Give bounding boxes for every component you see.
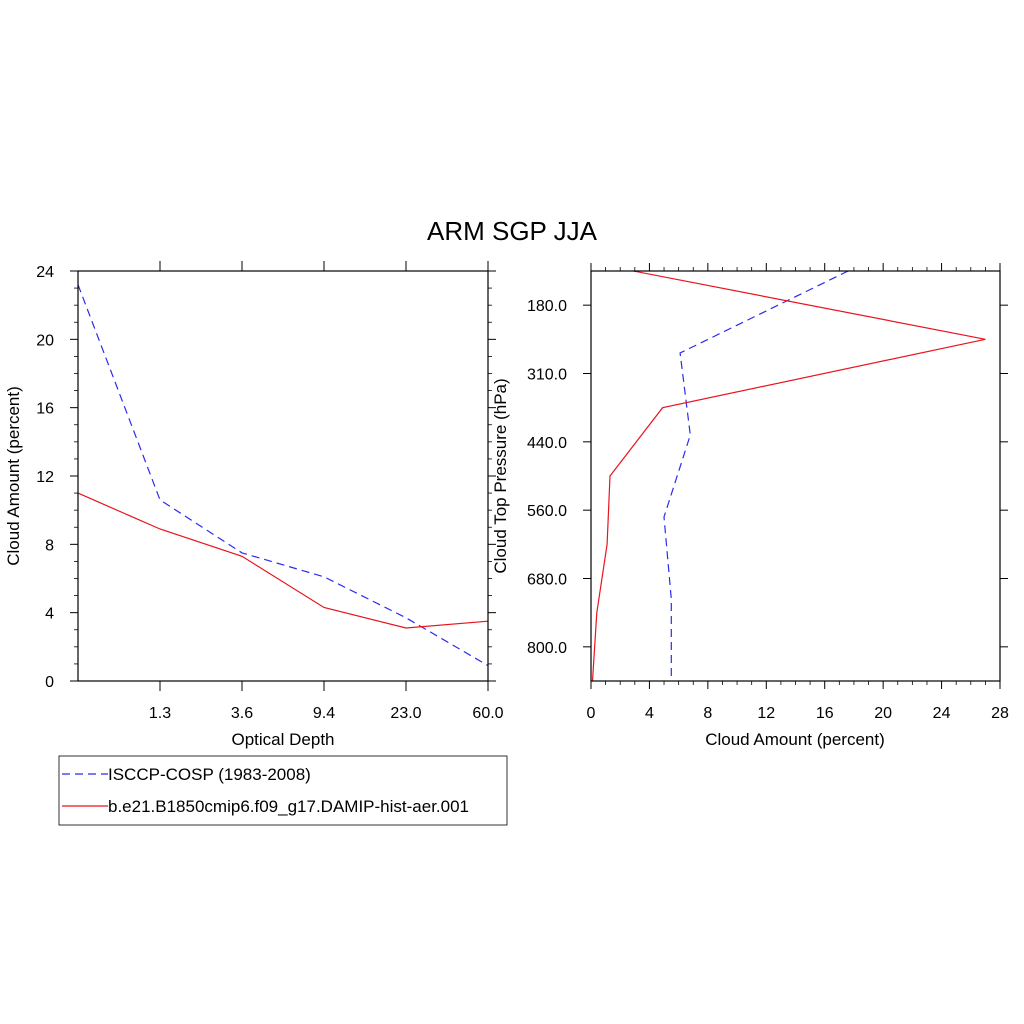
y-tick-label-180-0: 180.0	[527, 298, 567, 315]
chart-title: ARM SGP JJA	[427, 216, 598, 246]
cloud-amount-x-axis-label: Cloud Amount (percent)	[705, 730, 885, 749]
x-tick-label: 16	[816, 705, 834, 722]
y-tick-label-680-0: 680.0	[527, 572, 567, 589]
x-tick-label-1-3: 1.3	[149, 705, 171, 722]
x-tick-label: 4	[645, 705, 654, 722]
legend-label-model: b.e21.B1850cmip6.f09_g17.DAMIP-hist-aer.…	[108, 797, 469, 816]
cloud-top-pressure-y-axis-label: Cloud Top Pressure (hPa)	[491, 378, 510, 573]
x-tick-label: 24	[933, 705, 951, 722]
x-tick-label: 28	[991, 705, 1009, 722]
x-tick-label: 20	[874, 705, 892, 722]
y-tick-label: 20	[36, 332, 54, 349]
y-tick-label: 12	[36, 469, 54, 486]
cloud-top-pressure-panel: 0 4 8 12 16 20 24 28 180.0 310.0 440.0 560.0 680.0 80…	[491, 263, 1009, 749]
x-tick-label: 8	[703, 705, 712, 722]
y-tick-label: 24	[36, 264, 54, 281]
legend-label-isccp: ISCCP-COSP (1983-2008)	[108, 765, 311, 784]
legend: ISCCP-COSP (1983-2008) b.e21.B1850cmip6.…	[58, 755, 508, 826]
y-tick-label-310-0: 310.0	[527, 367, 567, 384]
y-tick-label: 0	[45, 674, 54, 691]
x-tick-label-3-6: 3.6	[231, 705, 253, 722]
series-line-b-e21-b1850cmip6-f09-g17-damip-hist-aer-001	[591, 270, 986, 682]
y-tick-label-440-0: 440.0	[527, 435, 567, 452]
x-tick-label-60-0: 60.0	[472, 705, 503, 722]
optical-depth-x-axis-label: Optical Depth	[232, 730, 335, 749]
series-line-isccp-cosp-1983-2008	[663, 270, 849, 681]
optical-depth-y-axis-label: Cloud Amount (percent)	[4, 386, 23, 566]
y-tick-label: 8	[45, 537, 54, 554]
y-tick-label-560-0: 560.0	[527, 503, 567, 520]
x-tick-label-23-0: 23.0	[390, 705, 421, 722]
x-tick-label: 12	[757, 705, 775, 722]
y-tick-label-800-0: 800.0	[527, 640, 567, 657]
y-tick-label: 16	[36, 401, 54, 418]
optical-depth-panel: 0 4 8 12 16 20 24 1.3 3.6 9.4 23.0 60.0 Optical Dep…	[4, 261, 504, 749]
y-tick-label: 4	[45, 606, 54, 623]
legend-box	[58, 755, 508, 826]
series-line-isccp-cosp-1983-2008	[77, 284, 489, 667]
x-tick-label: 0	[587, 705, 596, 722]
series-line-b-e21-b1850cmip6-f09-g17-damip-hist-aer-001	[77, 492, 489, 629]
cloud-top-pressure-plot-frame	[590, 270, 1001, 682]
x-tick-label-9-4: 9.4	[313, 705, 335, 722]
optical-depth-plot-frame	[77, 270, 489, 682]
